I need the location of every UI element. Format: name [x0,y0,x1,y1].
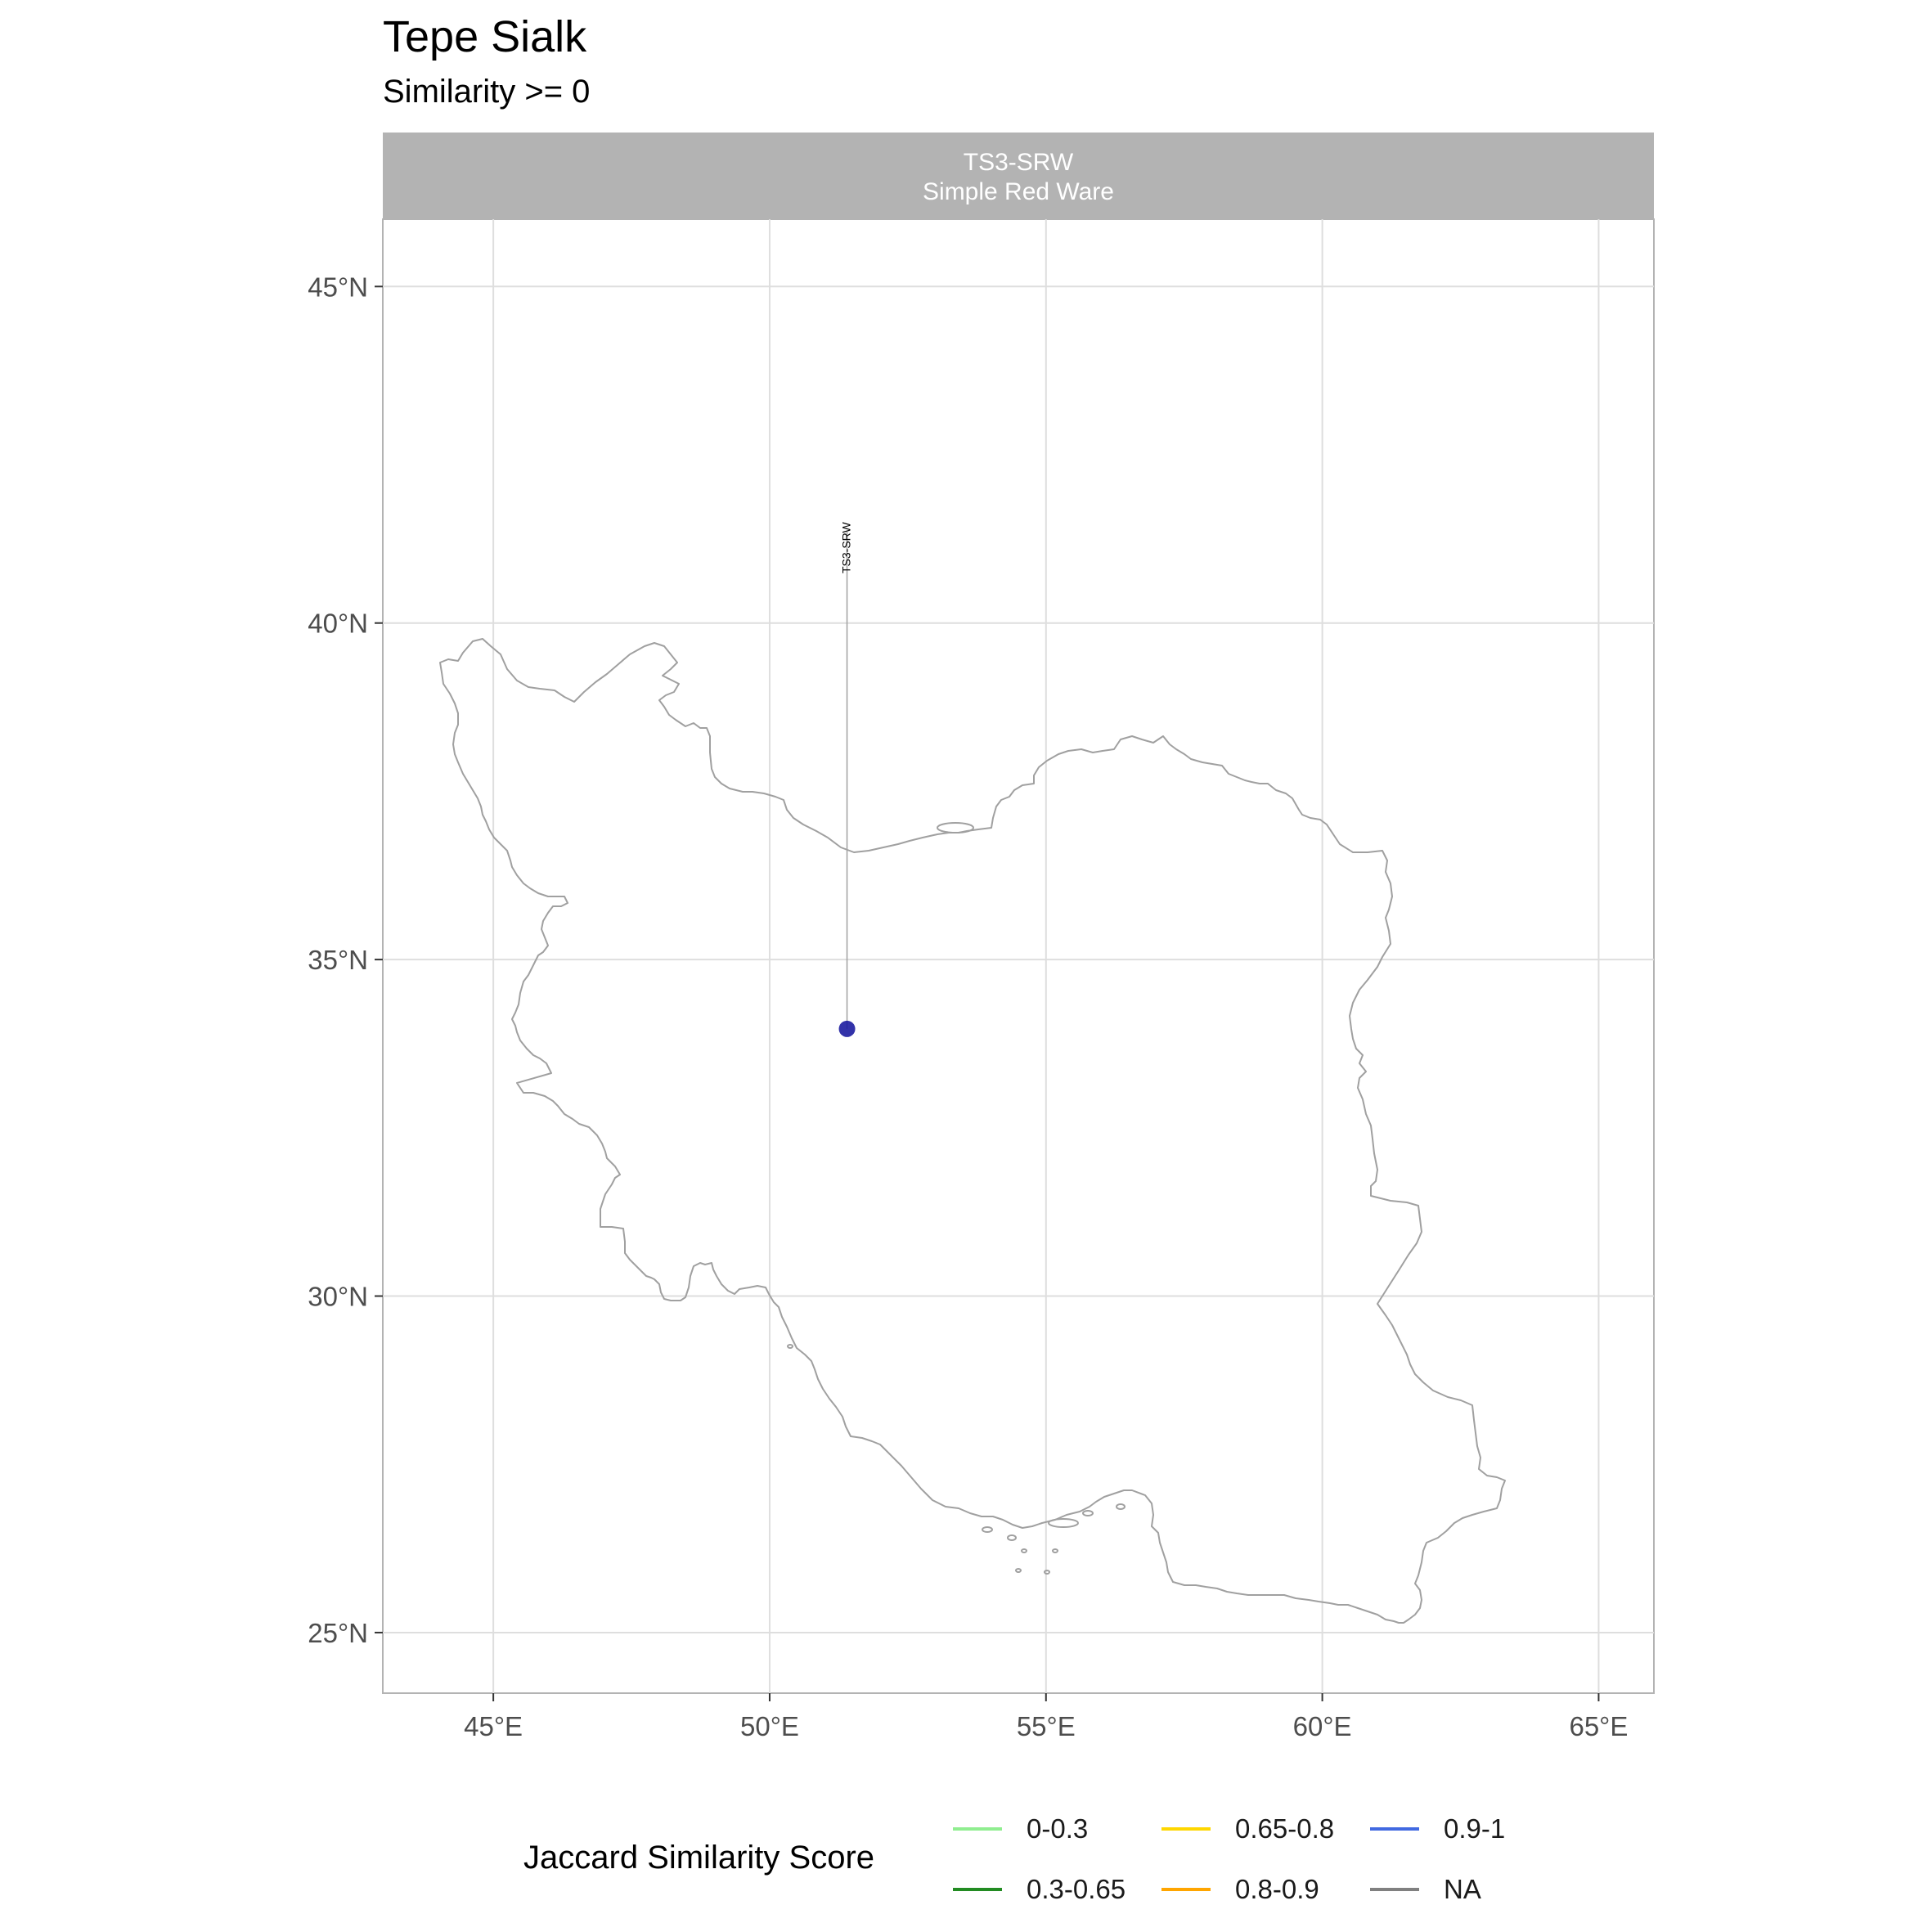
x-tick-label: 55°E [1017,1711,1076,1741]
legend-label: 0.9-1 [1444,1813,1506,1844]
legend-key [1161,1888,1211,1891]
facet-strip [383,133,1654,219]
legend-label: 0.65-0.8 [1235,1813,1335,1844]
y-tick-label: 45°N [308,272,368,302]
map-panel [382,218,1655,1694]
legend-key [1370,1827,1419,1831]
legend-key [1161,1827,1211,1831]
facet-name: Simple Red Ware [923,178,1114,205]
legend-item: 0-0.3 [953,1808,1088,1850]
legend-title: Jaccard Similarity Score [523,1840,875,1876]
legend-item: 0.9-1 [1370,1808,1505,1850]
site-layer: TS3-SRW [838,521,856,1037]
legend-key [953,1888,1002,1891]
legend-item: 0.65-0.8 [1161,1808,1334,1850]
x-tick-label: 60°E [1293,1711,1352,1741]
facet-code: TS3-SRW [964,149,1074,176]
y-tick-label: 25°N [308,1618,368,1648]
y-tick-label: 30°N [308,1282,368,1312]
legend-label: NA [1444,1874,1481,1904]
legend-key [1370,1888,1419,1891]
chart-subtitle: Similarity >= 0 [383,74,591,110]
site-point [838,1020,856,1037]
gridlines [383,219,1654,1693]
legend-item: NA [1370,1868,1481,1911]
y-tick-label: 35°N [308,945,368,975]
axis-labels: 45°E 50°E 55°E 60°E 65°E 25°N 30°N 35°N 40°N 45°N [308,272,1628,1741]
legend-label: 0.3-0.65 [1027,1874,1126,1904]
legend-key [953,1827,1002,1831]
chart-title: Tepe Sialk [383,12,587,61]
site-point-label: TS3-SRW [840,521,853,573]
islands [787,822,1126,1575]
legend-item: 0.3-0.65 [953,1868,1126,1911]
x-tick-label: 45°E [464,1711,523,1741]
y-tick-label: 40°N [308,609,368,639]
x-tick-label: 50°E [740,1711,799,1741]
legend-label: 0.8-0.9 [1235,1874,1319,1904]
legend-label: 0-0.3 [1027,1813,1089,1844]
x-tick-label: 65°E [1569,1711,1628,1741]
legend-item: 0.8-0.9 [1161,1868,1319,1911]
